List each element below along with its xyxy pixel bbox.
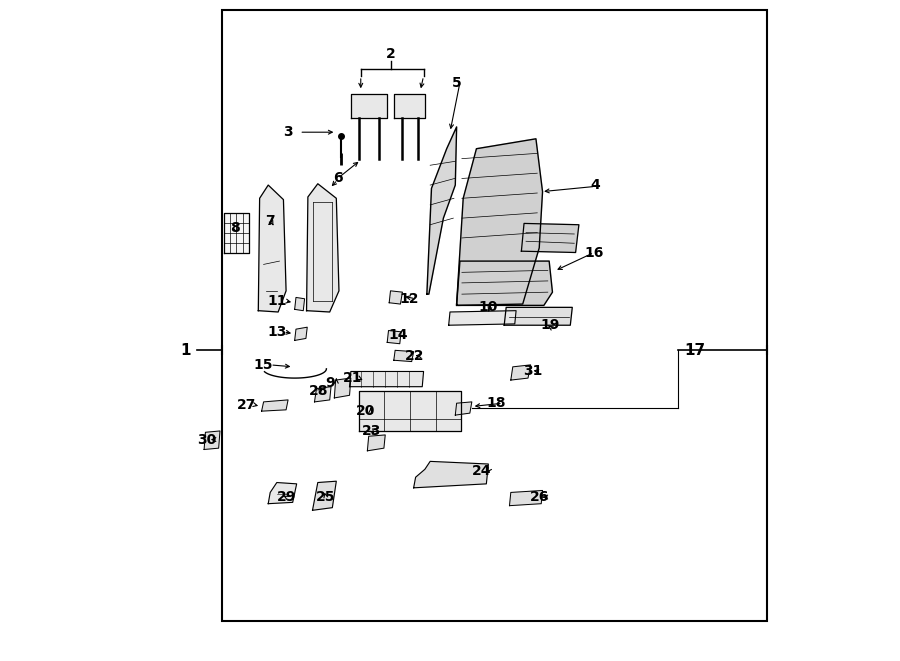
Text: 4: 4 <box>590 178 600 192</box>
Text: 30: 30 <box>197 432 216 447</box>
Polygon shape <box>334 378 351 398</box>
Text: 18: 18 <box>487 396 506 410</box>
Polygon shape <box>521 223 579 253</box>
Text: 8: 8 <box>230 221 240 235</box>
Polygon shape <box>389 291 402 304</box>
Text: 9: 9 <box>325 376 335 391</box>
Polygon shape <box>268 483 297 504</box>
Text: 1: 1 <box>180 343 191 358</box>
Text: 19: 19 <box>541 318 560 332</box>
Text: 22: 22 <box>405 348 425 363</box>
Text: 20: 20 <box>356 404 375 418</box>
Text: 24: 24 <box>472 463 491 478</box>
Polygon shape <box>349 371 424 387</box>
Text: 5: 5 <box>452 75 462 90</box>
Text: 2: 2 <box>385 47 395 61</box>
Polygon shape <box>414 461 489 488</box>
Text: 14: 14 <box>389 328 409 342</box>
Text: 6: 6 <box>333 171 342 186</box>
Polygon shape <box>294 327 307 340</box>
Text: 15: 15 <box>254 358 274 372</box>
Text: 16: 16 <box>584 245 604 260</box>
Text: 3: 3 <box>284 125 292 139</box>
Polygon shape <box>509 490 543 506</box>
Polygon shape <box>456 261 553 305</box>
Text: 31: 31 <box>523 364 543 379</box>
Text: 27: 27 <box>237 397 256 412</box>
Text: 12: 12 <box>400 292 419 306</box>
Polygon shape <box>224 213 249 253</box>
Text: 21: 21 <box>342 371 362 385</box>
Polygon shape <box>511 365 531 380</box>
Text: 26: 26 <box>529 490 549 504</box>
Polygon shape <box>367 435 385 451</box>
Polygon shape <box>427 127 456 294</box>
Text: 13: 13 <box>267 325 286 339</box>
Polygon shape <box>204 431 220 449</box>
Polygon shape <box>387 330 401 344</box>
Polygon shape <box>262 400 288 411</box>
Polygon shape <box>351 94 387 118</box>
Text: 25: 25 <box>316 490 336 504</box>
Text: 7: 7 <box>266 214 275 229</box>
Text: 11: 11 <box>267 293 286 308</box>
Polygon shape <box>504 307 572 325</box>
Polygon shape <box>307 184 339 312</box>
Polygon shape <box>294 297 304 311</box>
Polygon shape <box>314 387 331 402</box>
Polygon shape <box>312 481 337 510</box>
Bar <box>222 10 768 621</box>
Polygon shape <box>258 185 286 312</box>
Text: 17: 17 <box>685 343 706 358</box>
Polygon shape <box>394 94 425 118</box>
Text: 10: 10 <box>478 300 498 315</box>
Text: 28: 28 <box>310 384 328 399</box>
Polygon shape <box>394 350 414 362</box>
Polygon shape <box>359 391 461 431</box>
Polygon shape <box>455 402 472 415</box>
Polygon shape <box>456 139 543 305</box>
Text: 23: 23 <box>363 424 382 438</box>
Polygon shape <box>449 311 516 325</box>
Text: 29: 29 <box>276 490 296 504</box>
